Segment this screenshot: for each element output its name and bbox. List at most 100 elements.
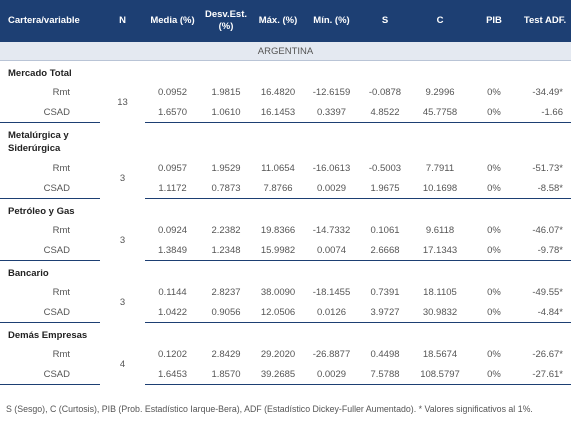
data-cell: 3.9727 (359, 302, 411, 323)
data-cell: 29.2020 (260, 348, 296, 360)
data-cell: 0% (487, 348, 501, 360)
group-name-row: Mercado Total (0, 61, 571, 83)
row-label: CSAD (0, 178, 100, 199)
group-name: Bancario (8, 267, 49, 279)
data-cell: 0.0029 (304, 364, 359, 385)
data-row: CSAD 1.6453 1.8570 39.2685 0.0029 7.5788 108.5… (0, 364, 571, 385)
row-label: Rmt (52, 224, 70, 236)
data-cell: 0% (469, 102, 519, 123)
data-cell: 0.7873 (200, 178, 252, 199)
data-cell: -51.73* (532, 162, 563, 174)
data-cell: 0% (469, 302, 519, 323)
table-body: ARGENTINA Mercado Total Rmt 13 0.0952 1.9815 1… (0, 42, 571, 385)
data-cell: 0.0924 (157, 224, 188, 236)
section-label: ARGENTINA (0, 42, 571, 61)
row-label: CSAD (0, 102, 100, 123)
column-header: Desv.Est. (%) (200, 0, 252, 42)
data-cell: 15.9982 (252, 240, 304, 261)
data-cell: 0.3397 (304, 102, 359, 123)
data-cell: -14.7332 (312, 224, 351, 236)
row-label: CSAD (0, 364, 100, 385)
data-cell: -1.66 (519, 102, 571, 123)
data-cell: 16.4820 (260, 86, 296, 98)
group-name: Petróleo y Gas (8, 205, 75, 217)
group-name: Demás Empresas (8, 329, 88, 341)
data-cell: 108.5797 (411, 364, 469, 385)
row-label: Rmt (52, 348, 70, 360)
column-header: Test ADF. (519, 0, 571, 42)
data-cell: 1.0610 (200, 102, 252, 123)
row-label: Rmt (52, 162, 70, 174)
data-cell: 0.0952 (157, 86, 188, 98)
data-cell: 0.1061 (370, 224, 400, 236)
data-cell: 0% (487, 286, 501, 298)
data-cell: 0.9056 (200, 302, 252, 323)
data-cell: 1.9529 (211, 162, 241, 174)
data-cell: 30.9832 (411, 302, 469, 323)
n-cell: 3 (119, 234, 126, 246)
row-label: Rmt (52, 286, 70, 298)
data-cell: 12.0506 (252, 302, 304, 323)
data-cell: 0.0074 (304, 240, 359, 261)
group-name-row: Bancario (0, 261, 571, 283)
data-cell: -4.84* (519, 302, 571, 323)
data-cell: 2.8237 (211, 286, 241, 298)
data-cell: 4.8522 (359, 102, 411, 123)
data-cell: 1.9675 (359, 178, 411, 199)
n-cell: 3 (119, 172, 126, 184)
data-cell: 1.0422 (145, 302, 200, 323)
data-cell: 9.6118 (425, 224, 455, 236)
group-name: Metalúrgica y Siderúrgica (8, 130, 69, 154)
data-cell: 16.1453 (252, 102, 304, 123)
data-cell: 2.8429 (211, 348, 241, 360)
data-cell: 9.2996 (425, 86, 455, 98)
data-cell: 1.8570 (200, 364, 252, 385)
data-cell: -34.49* (532, 86, 563, 98)
data-row: CSAD 1.0422 0.9056 12.0506 0.0126 3.9727 30.98… (0, 302, 571, 323)
column-header: Máx. (%) (252, 0, 304, 42)
data-cell: 1.6570 (145, 102, 200, 123)
row-label: Rmt (52, 86, 70, 98)
data-cell: 7.5788 (359, 364, 411, 385)
data-cell: 2.6668 (359, 240, 411, 261)
data-cell: 19.8366 (260, 224, 296, 236)
data-cell: 18.1105 (423, 286, 457, 298)
column-header: Media (%) (145, 0, 200, 42)
data-row: Rmt 13 0.0952 1.9815 16.4820 -12.6159 -0.0878 9… (0, 82, 571, 108)
data-cell: 2.2382 (211, 224, 241, 236)
group-name-row: Petróleo y Gas (0, 199, 571, 221)
data-row: CSAD 1.3849 1.2348 15.9982 0.0074 2.6668 17.13… (0, 240, 571, 261)
column-header: S (359, 0, 411, 42)
data-cell: 0% (487, 86, 501, 98)
data-cell: 1.9815 (211, 86, 241, 98)
data-cell: -26.8877 (312, 348, 351, 360)
data-cell: -49.55* (532, 286, 563, 298)
data-cell: 0.0957 (157, 162, 188, 174)
data-cell: -46.07* (532, 224, 563, 236)
data-cell: -8.58* (519, 178, 571, 199)
row-label: CSAD (0, 240, 100, 261)
data-row: Rmt 4 0.1202 2.8429 29.2020 -26.8877 0.4498 18.… (0, 344, 571, 370)
group-name-row: Demás Empresas (0, 323, 571, 345)
data-cell: -27.61* (519, 364, 571, 385)
data-row: Rmt 3 0.0924 2.2382 19.8366 -14.7332 0.1061 9.6… (0, 220, 571, 246)
data-cell: 7.7911 (425, 162, 455, 174)
data-cell: -0.5003 (368, 162, 402, 174)
stats-table: Cartera/variable N Media (%) Desv.Est. (%) M… (0, 0, 571, 385)
data-cell: -12.6159 (312, 86, 351, 98)
data-cell: -9.78* (519, 240, 571, 261)
data-cell: -26.67* (532, 348, 563, 360)
data-cell: 18.5674 (422, 348, 458, 360)
data-cell: -18.1455 (312, 286, 351, 298)
data-cell: -16.0613 (312, 162, 351, 174)
data-cell: 0.0029 (304, 178, 359, 199)
data-cell: 0% (469, 364, 519, 385)
data-cell: 17.1343 (411, 240, 469, 261)
data-cell: 38.0090 (260, 286, 296, 298)
data-cell: 7.8766 (252, 178, 304, 199)
header-row: Cartera/variable N Media (%) Desv.Est. (%) M… (0, 0, 571, 42)
row-label: CSAD (0, 302, 100, 323)
data-cell: 0% (487, 162, 501, 174)
footnote: S (Sesgo), C (Curtosis), PIB (Prob. Esta… (6, 404, 533, 414)
